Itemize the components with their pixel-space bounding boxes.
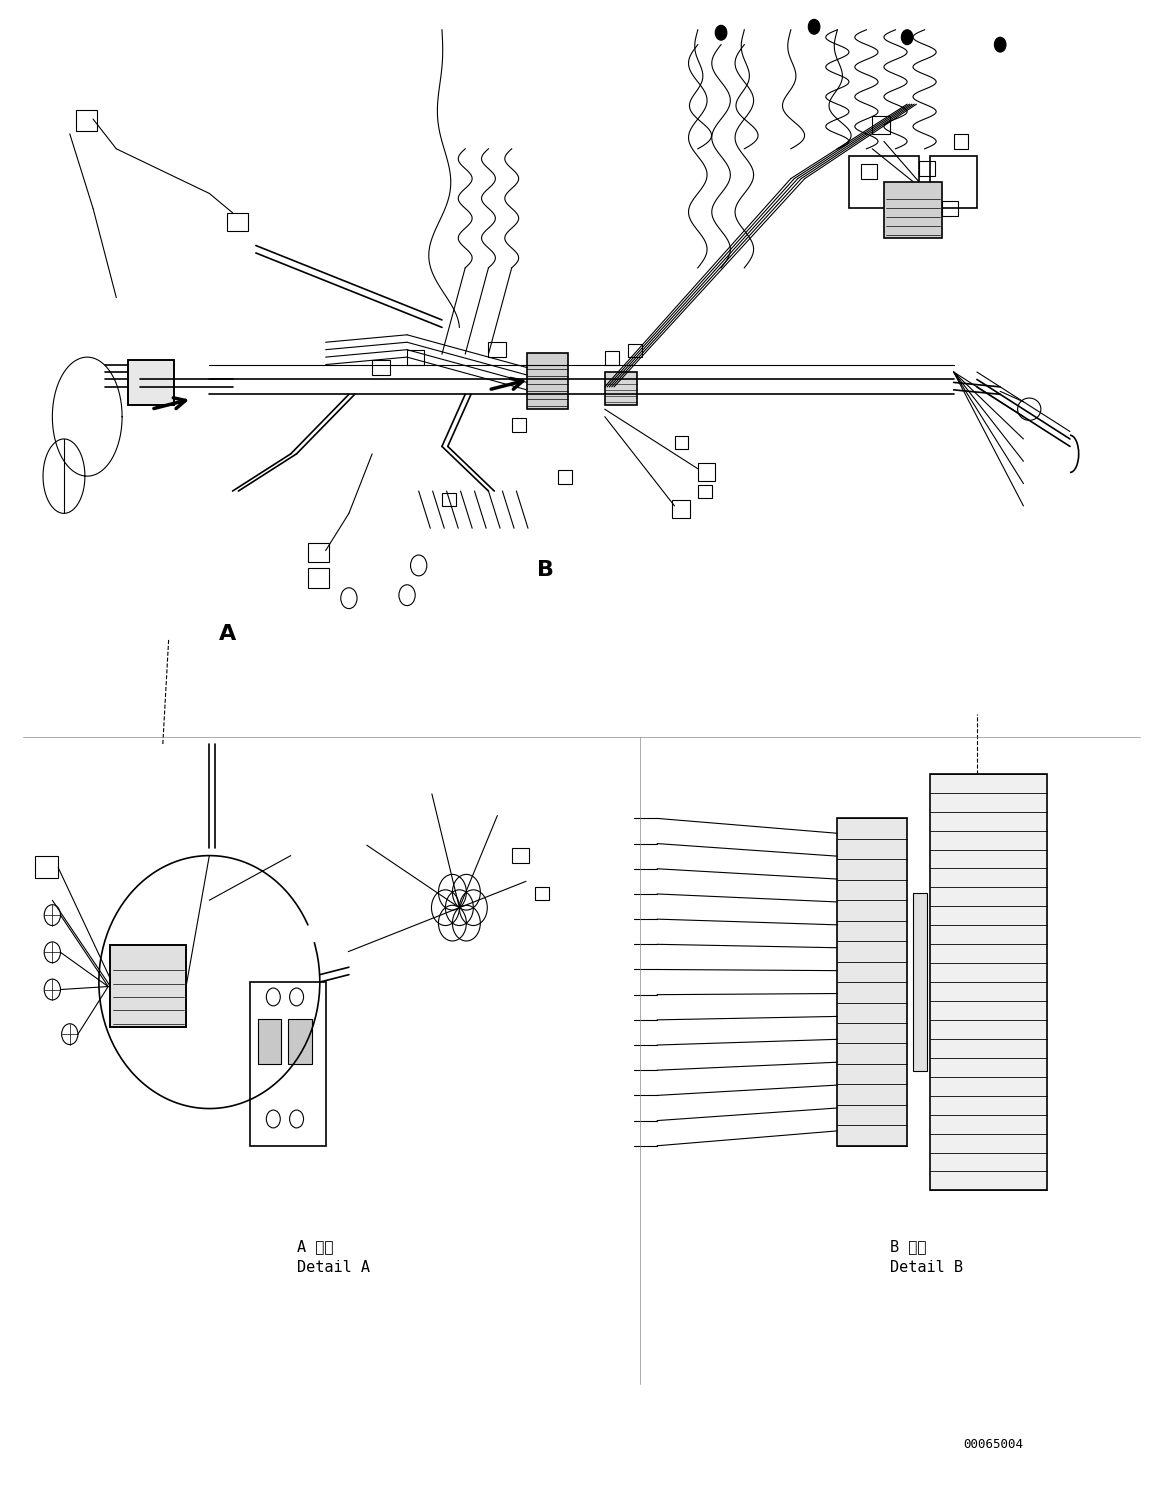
Text: A: A bbox=[219, 623, 236, 644]
Bar bbox=[527, 353, 568, 409]
Bar bbox=[605, 351, 619, 365]
Bar bbox=[512, 848, 529, 863]
Text: A 詳細: A 詳細 bbox=[297, 1240, 333, 1254]
Bar bbox=[837, 818, 907, 1146]
Text: Detail A: Detail A bbox=[297, 1260, 370, 1275]
Bar bbox=[250, 982, 326, 1146]
Bar bbox=[628, 344, 642, 357]
Bar bbox=[227, 213, 248, 231]
Bar bbox=[308, 543, 329, 562]
Bar bbox=[372, 360, 390, 375]
Bar bbox=[110, 945, 186, 1027]
Circle shape bbox=[715, 25, 727, 40]
Bar bbox=[558, 470, 572, 484]
Bar bbox=[942, 201, 958, 216]
Bar bbox=[35, 856, 58, 878]
Text: Detail B: Detail B bbox=[890, 1260, 963, 1275]
Text: B 詳細: B 詳細 bbox=[890, 1240, 926, 1254]
Bar bbox=[407, 350, 424, 365]
Bar bbox=[442, 493, 456, 506]
Bar bbox=[913, 893, 927, 1071]
Bar bbox=[930, 774, 1047, 1190]
Bar bbox=[675, 436, 688, 449]
Text: 00065004: 00065004 bbox=[963, 1437, 1023, 1451]
Bar bbox=[128, 360, 174, 405]
Bar bbox=[930, 156, 977, 208]
Bar bbox=[884, 182, 942, 238]
Bar bbox=[849, 156, 919, 208]
Bar bbox=[698, 485, 712, 498]
Bar bbox=[288, 1019, 312, 1064]
Bar bbox=[672, 500, 690, 518]
Bar bbox=[76, 110, 97, 131]
Bar bbox=[535, 887, 549, 900]
Bar bbox=[258, 1019, 281, 1064]
Circle shape bbox=[901, 30, 913, 45]
Bar bbox=[698, 463, 715, 481]
Bar bbox=[512, 418, 526, 432]
Circle shape bbox=[808, 19, 820, 34]
Text: B: B bbox=[537, 559, 555, 580]
Bar bbox=[488, 342, 506, 357]
Bar bbox=[605, 372, 637, 405]
Bar bbox=[861, 164, 877, 179]
Circle shape bbox=[994, 37, 1006, 52]
Bar bbox=[110, 945, 186, 1027]
Bar bbox=[308, 568, 329, 588]
Bar bbox=[919, 161, 935, 176]
Bar bbox=[954, 134, 968, 149]
Bar bbox=[872, 116, 890, 134]
Bar bbox=[128, 360, 174, 405]
